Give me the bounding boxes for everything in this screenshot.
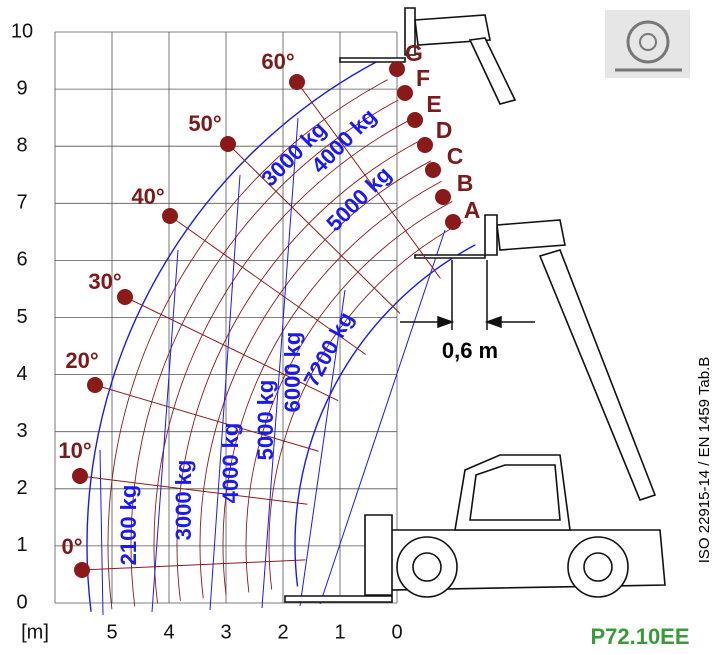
model: P72.10EE bbox=[590, 624, 689, 649]
position-dot bbox=[445, 214, 461, 230]
x-label: 4 bbox=[163, 621, 174, 643]
position-dot bbox=[435, 189, 451, 205]
angle-label: 40° bbox=[131, 184, 164, 209]
angle-dot bbox=[162, 208, 178, 224]
y-label: 3 bbox=[16, 420, 27, 442]
load-label: 7200 kg bbox=[299, 308, 359, 391]
y-label: 0 bbox=[16, 591, 27, 613]
dimension bbox=[400, 260, 535, 330]
position-dot bbox=[417, 137, 433, 153]
telehandler bbox=[285, 8, 665, 602]
angle-dot bbox=[289, 74, 305, 90]
y-label: 2 bbox=[16, 477, 27, 499]
y-label: 4 bbox=[16, 363, 27, 385]
standard: ISO 22915-14 / EN 1459 Tab.B bbox=[696, 357, 713, 564]
zone-line bbox=[210, 175, 240, 610]
y-label: 8 bbox=[16, 134, 27, 156]
position-dot bbox=[425, 162, 441, 178]
load-label: 4000 kg bbox=[218, 423, 243, 504]
load-label: 2100 kg bbox=[116, 485, 141, 566]
angle-label: 10° bbox=[58, 438, 91, 463]
y-label: 10 bbox=[11, 20, 33, 42]
y-label: 1 bbox=[16, 534, 27, 556]
load-label: 5000 kg bbox=[253, 380, 278, 461]
position-label: D bbox=[436, 117, 453, 143]
angle-label: 0° bbox=[61, 534, 82, 559]
position-label: G bbox=[405, 40, 423, 66]
zone-line bbox=[152, 250, 178, 612]
position-label: B bbox=[457, 170, 474, 196]
y-label: 9 bbox=[16, 77, 27, 99]
icon bbox=[605, 10, 690, 78]
position-label: C bbox=[447, 143, 464, 169]
y-label: 5 bbox=[16, 306, 27, 328]
angle-label: 20° bbox=[65, 348, 98, 373]
load-label: 5000 kg bbox=[321, 161, 396, 236]
x-label: 2 bbox=[277, 621, 288, 643]
angle-dot bbox=[72, 468, 88, 484]
load-chart: 0,6 m ISO 22915-14 / EN 1459 Tab.B P72.1… bbox=[0, 0, 719, 655]
load-label: 6000 kg bbox=[280, 332, 305, 413]
position-label: F bbox=[416, 65, 430, 91]
position-label: E bbox=[426, 91, 441, 117]
arc bbox=[108, 80, 388, 610]
x-unit: [m] bbox=[21, 621, 49, 643]
position-dot bbox=[397, 85, 413, 101]
position-dot bbox=[407, 112, 423, 128]
x-label: 3 bbox=[220, 621, 231, 643]
position-dot bbox=[389, 61, 405, 77]
dimension-label: 0,6 m bbox=[442, 338, 498, 363]
angle-dot bbox=[220, 136, 236, 152]
y-label: 7 bbox=[16, 192, 27, 214]
x-label: 1 bbox=[334, 621, 345, 643]
y-label: 6 bbox=[16, 249, 27, 271]
angle-dot bbox=[74, 562, 90, 578]
angle-label: 30° bbox=[88, 269, 121, 294]
x-label: 5 bbox=[106, 621, 117, 643]
x-label: 0 bbox=[391, 621, 402, 643]
zone-line bbox=[100, 450, 103, 615]
angle-label: 50° bbox=[188, 111, 221, 136]
position-label: A bbox=[464, 197, 481, 223]
load-label: 3000 kg bbox=[171, 460, 196, 541]
angle-label: 60° bbox=[261, 49, 294, 74]
angle-dot bbox=[87, 377, 103, 393]
